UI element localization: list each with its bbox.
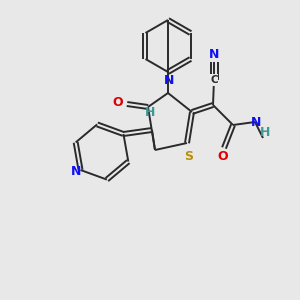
Text: O: O — [113, 97, 123, 110]
Text: S: S — [184, 149, 194, 163]
Text: H: H — [145, 106, 155, 118]
Text: H: H — [260, 125, 270, 139]
Text: N: N — [209, 49, 219, 62]
Text: O: O — [218, 151, 228, 164]
Text: C: C — [210, 75, 218, 85]
Text: N: N — [164, 74, 174, 86]
Text: N: N — [71, 166, 82, 178]
Text: N: N — [251, 116, 261, 130]
